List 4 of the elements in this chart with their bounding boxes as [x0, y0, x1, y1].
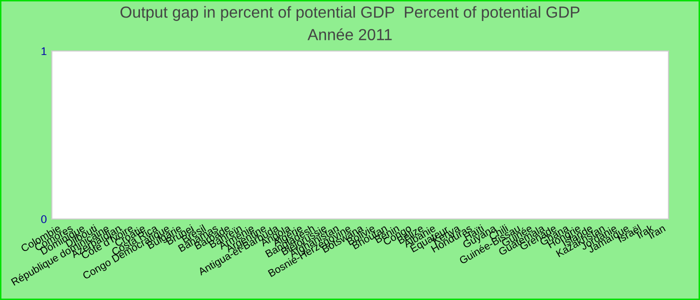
y-tick-label: 0	[41, 215, 47, 224]
y-tick-label: 1	[42, 47, 46, 56]
chart-title: Output gap in percent of potential GDP Percent of potential GDP	[120, 6, 580, 21]
chart-subtitle: Année 2011	[308, 28, 392, 40]
